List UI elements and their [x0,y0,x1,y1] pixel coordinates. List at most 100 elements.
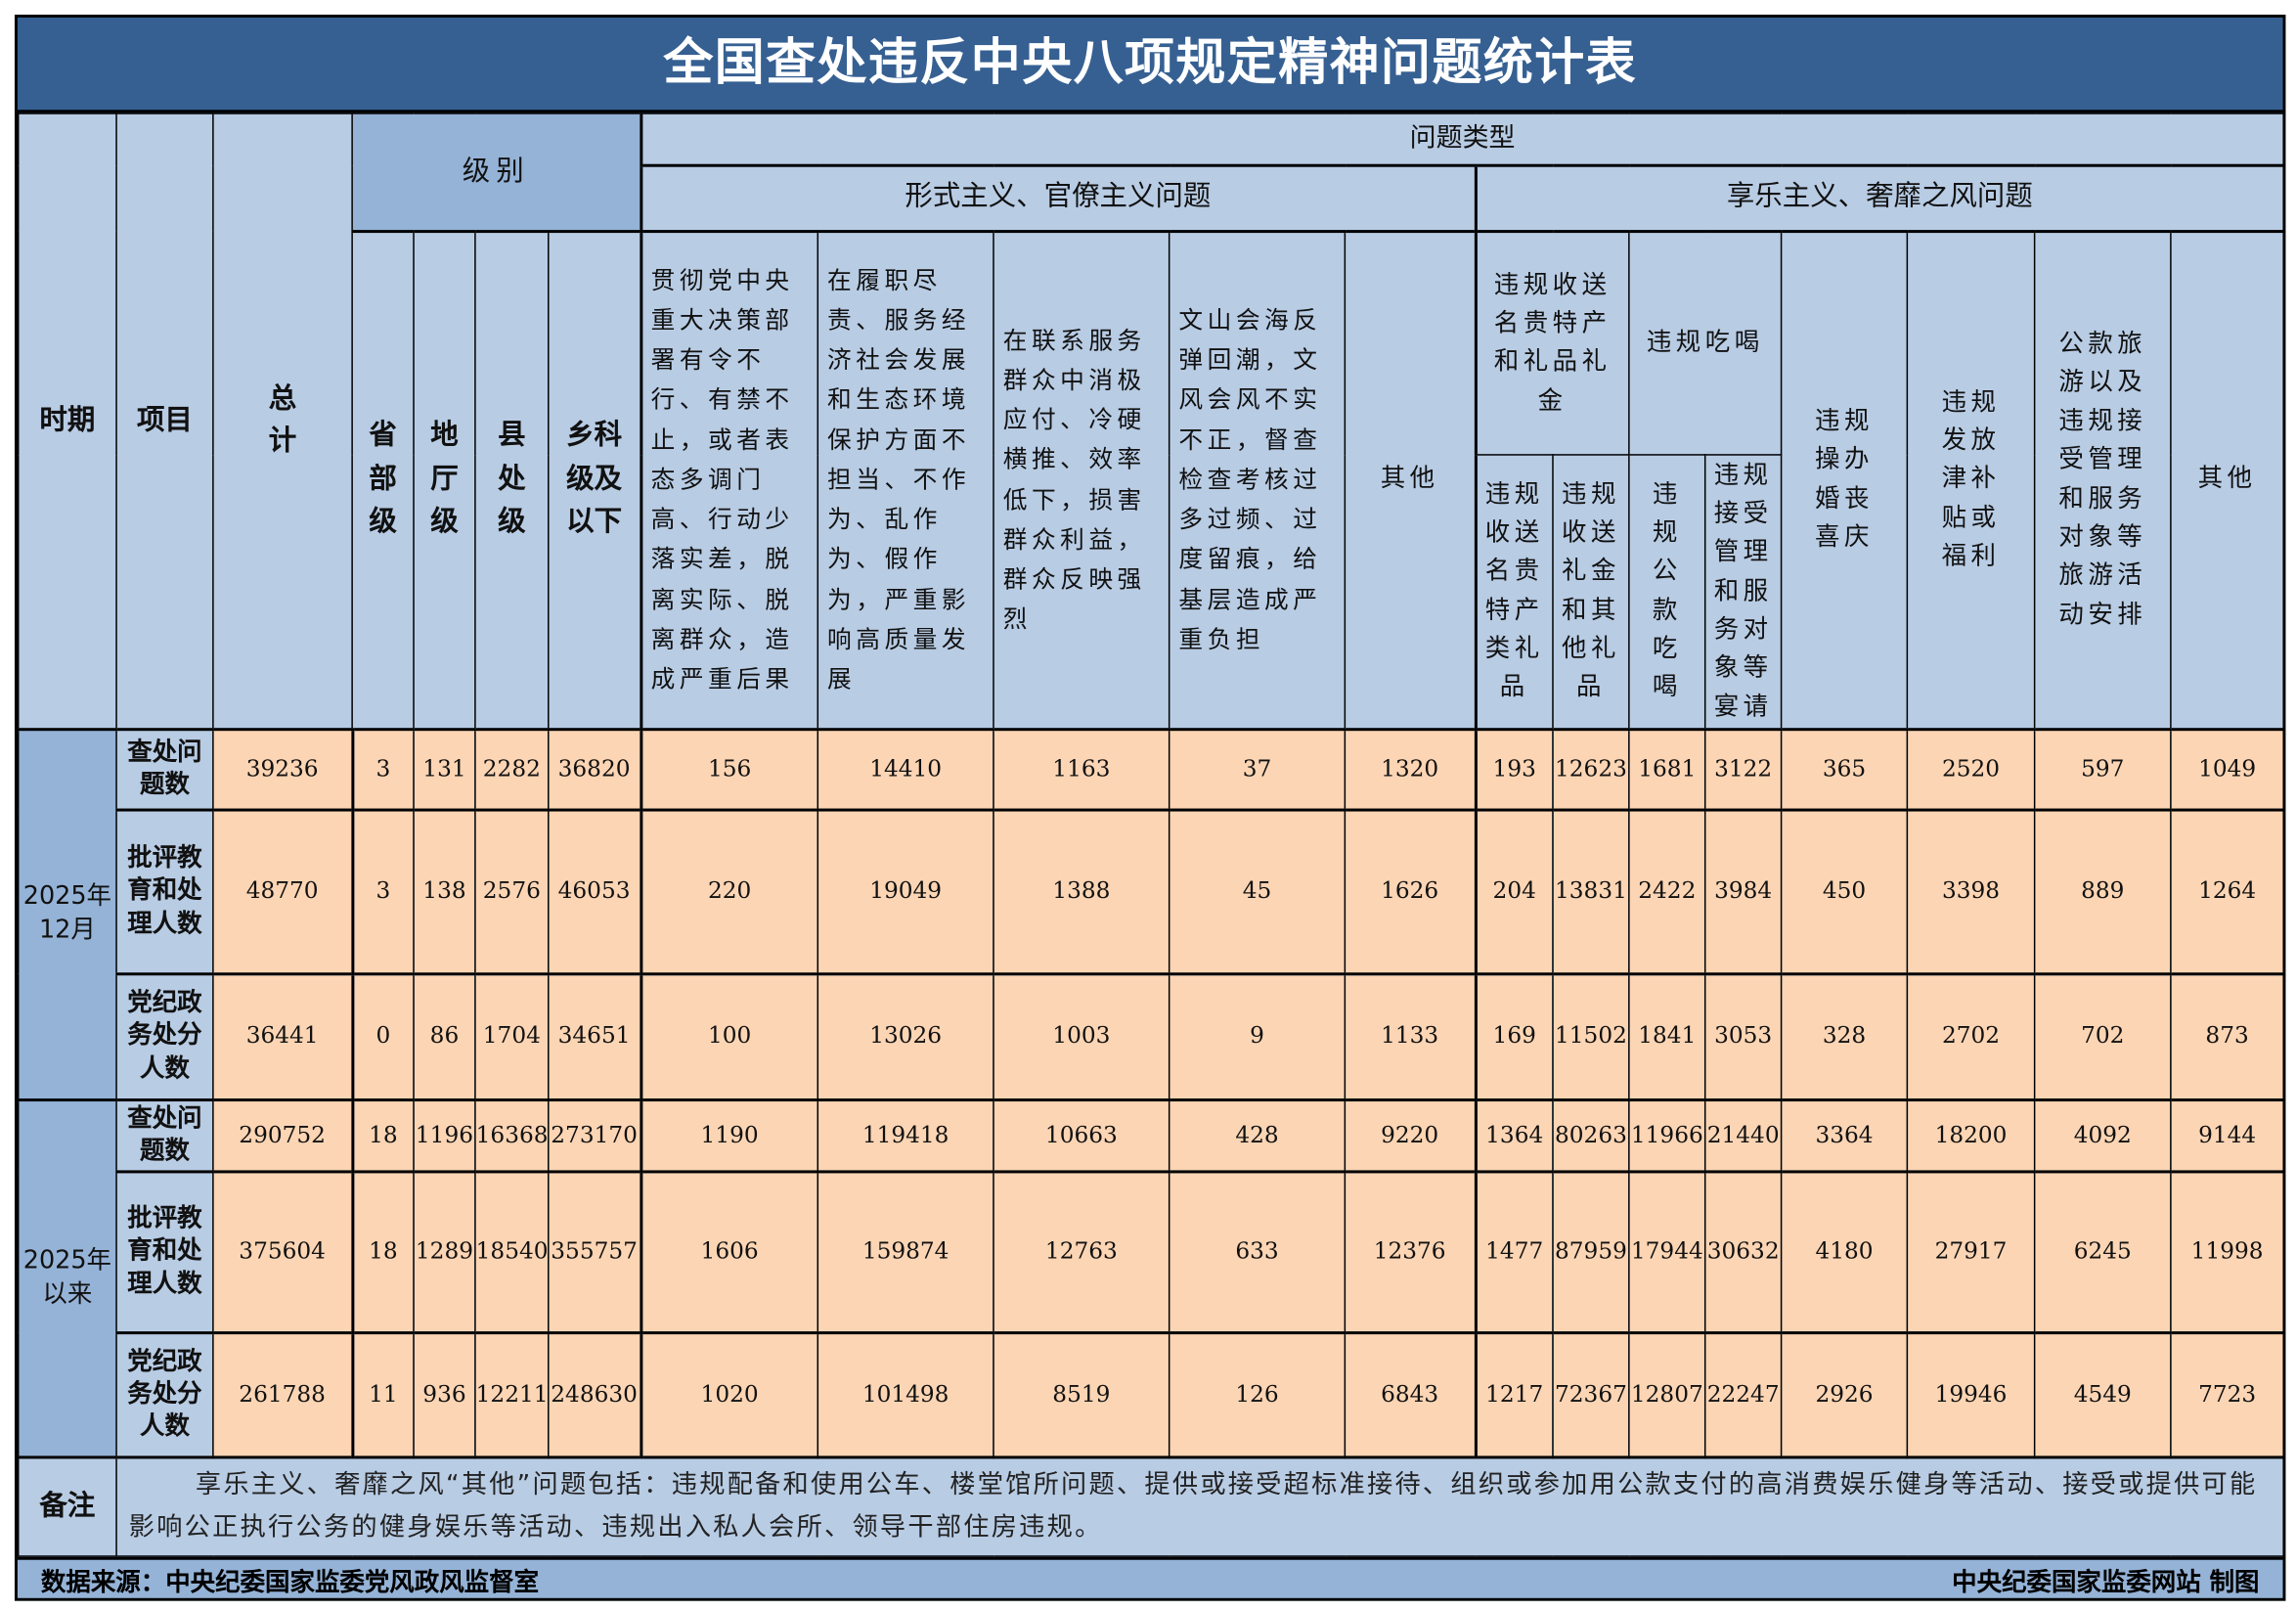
header-level: 级别 [351,112,641,232]
value-cell: 17944 [1628,1169,1706,1333]
value-cell: 873 [2170,971,2285,1100]
value-cell: 3398 [1906,807,2036,974]
item-cell: 批评教育和处理人数 [115,807,214,974]
value-cell: 13026 [817,971,994,1100]
value-cell: 12763 [993,1169,1170,1333]
value-cell: 9144 [2170,1097,2285,1172]
value-cell: 365 [1780,727,1909,811]
value-cell: 261788 [212,1330,353,1457]
value-cell: 702 [2033,971,2172,1100]
value-cell: 19946 [1906,1330,2036,1457]
value-cell: 3 [350,727,415,811]
value-cell: 428 [1168,1097,1347,1172]
header-formalism-other: 其他 [1344,229,1477,730]
value-cell: 1388 [993,807,1170,974]
value-cell: 21440 [1703,1097,1783,1172]
value-cell: 2926 [1780,1330,1909,1457]
value-cell: 4180 [1780,1169,1909,1333]
period-cell: 2025年12月 [17,727,117,1100]
header-period: 时期 [17,112,117,730]
header-weddings-funerals: 违规操办婚丧喜庆 [1780,229,1909,730]
value-cell: 30632 [1703,1169,1783,1333]
value-cell: 14410 [817,727,994,811]
table-title: 全国查处违反中央八项规定精神问题统计表 [17,17,2283,113]
header-problem-type: 问题类型 [639,112,2285,166]
value-cell: 36441 [212,971,353,1100]
note-label: 备注 [17,1454,117,1557]
value-cell: 9220 [1344,1097,1477,1172]
value-cell: 11966 [1628,1097,1706,1172]
value-cell: 2422 [1628,807,1706,974]
value-cell: 46053 [548,807,641,974]
header-level-township: 乡科级及以下 [548,229,641,730]
item-cell: 批评教育和处理人数 [115,1169,214,1333]
value-cell: 2576 [474,807,550,974]
note-text: 享乐主义、奢靡之风“其他”问题包括：违规配备和使用公车、楼堂馆所问题、提供或接受… [115,1454,2285,1557]
value-cell: 18200 [1906,1097,2036,1172]
credit: 中央纪委国家监委网站 制图 [1952,1567,2260,1597]
statistics-sheet: 全国查处违反中央八项规定精神问题统计表 时期 项目 总计 级别 问题类型 形式主… [14,14,2286,1601]
value-cell: 3053 [1703,971,1783,1100]
header-total: 总计 [212,112,353,730]
value-cell: 597 [2033,727,2172,811]
value-cell: 936 [413,1330,476,1457]
header-item: 项目 [115,112,214,730]
value-cell: 12211 [474,1330,550,1457]
value-cell: 1003 [993,971,1170,1100]
value-cell: 1320 [1344,727,1477,811]
value-cell: 156 [639,727,819,811]
value-cell: 169 [1474,971,1554,1100]
value-cell: 1163 [993,727,1170,811]
value-cell: 86 [413,971,476,1100]
value-cell: 126 [1168,1330,1347,1457]
value-cell: 87959 [1552,1169,1630,1333]
item-cell: 查处问题数 [115,1097,214,1172]
value-cell: 16368 [474,1097,550,1172]
header-hedonism: 享乐主义、奢靡之风问题 [1474,162,2285,232]
value-cell: 12376 [1344,1169,1477,1333]
value-cell: 193 [1474,727,1554,811]
value-cell: 138 [413,807,476,974]
header-dining: 违规吃喝 [1628,229,1783,456]
value-cell: 1606 [639,1169,819,1333]
value-cell: 1190 [639,1097,819,1172]
header-travel: 公款旅游以及违规接受管理和服务对象等旅游活动安排 [2033,229,2172,730]
value-cell: 11 [350,1330,415,1457]
value-cell: 18540 [474,1169,550,1333]
value-cell: 1133 [1344,971,1477,1100]
value-cell: 13831 [1552,807,1630,974]
table-row: 2025年以来 查处问题数 290752 18 1196 16368 273170 1190 1… [17,1097,2285,1457]
value-cell: 248630 [548,1330,641,1457]
value-cell: 450 [1780,807,1909,974]
value-cell: 12807 [1628,1330,1706,1457]
header-dining-public-funds: 违规公款吃喝 [1628,454,1706,730]
statistics-table: 时期 项目 总计 级别 问题类型 形式主义、官僚主义问题 享乐主义、奢靡之风问题… [17,112,2285,1557]
value-cell: 1704 [474,971,550,1100]
value-cell: 1049 [2170,727,2285,811]
value-cell: 34651 [548,971,641,1100]
value-cell: 1626 [1344,807,1477,974]
header-level-county: 县处级 [474,229,550,730]
value-cell: 18 [350,1169,415,1333]
value-cell: 3364 [1780,1097,1909,1172]
value-cell: 19049 [817,807,994,974]
table-row: 批评教育和处理人数 375604 18 1289 18540 355757 1606 1598… [19,1169,2285,1333]
value-cell: 11502 [1552,971,1630,1100]
footer: 数据来源：中央纪委国家监委党风政风监督室 中央纪委国家监委网站 制图 [17,1556,2283,1598]
value-cell: 6245 [2033,1169,2172,1333]
value-cell: 2520 [1906,727,2036,811]
value-cell: 3122 [1703,727,1783,811]
value-cell: 1681 [1628,727,1706,811]
value-cell: 328 [1780,971,1909,1100]
value-cell: 18 [350,1097,415,1172]
table-row: 批评教育和处理人数 48770 3 138 2576 46053 220 19049 1388 4… [19,807,2285,974]
header-gifts-specialty: 违规收送名贵特产类礼品 [1474,454,1554,730]
table-row: 党纪政务处分人数 36441 0 86 1704 34651 100 13026 1003 9 11… [19,971,2285,1100]
value-cell: 4092 [2033,1097,2172,1172]
header-hedonism-other: 其他 [2170,229,2285,730]
header-formalism-col-3: 在联系服务群众中消极应付、冷硬横推、效率低下，损害群众利益，群众反映强烈 [993,229,1170,730]
value-cell: 12623 [1552,727,1630,811]
header-formalism: 形式主义、官僚主义问题 [639,162,1477,232]
value-cell: 4549 [2033,1330,2172,1457]
value-cell: 10663 [993,1097,1170,1172]
